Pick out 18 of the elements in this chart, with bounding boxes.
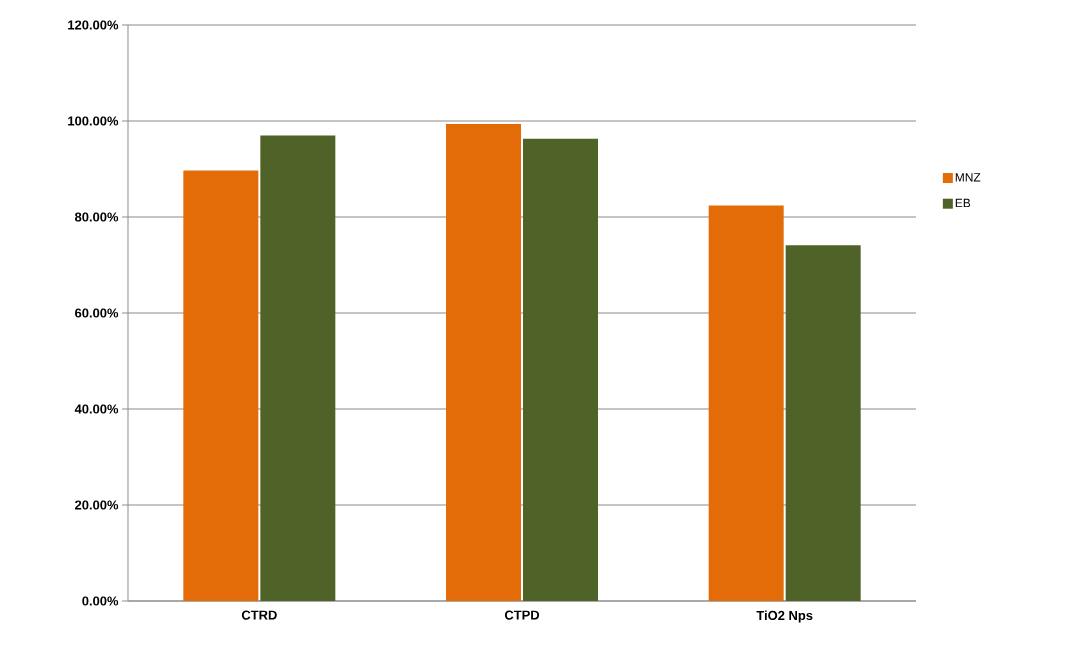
y-tick-label: 100.00% [68,116,119,126]
bar [708,205,784,601]
y-tick-label: 40.00% [74,404,119,414]
bar [446,123,522,601]
legend-label: MNZ [955,173,981,182]
x-tick-label: TiO2 Nps [756,610,813,623]
y-tick-label: 60.00% [75,308,119,318]
y-tick-label: 20.00% [75,500,119,510]
legend-label: EB [955,198,971,208]
y-tick-label: 0.00% [82,596,119,606]
bar [785,245,861,601]
bar [260,135,336,601]
y-tick-label: 120.00% [68,20,119,30]
bar [183,170,259,601]
x-tick-label: CTPD [504,610,540,620]
y-tick-label: 80.00% [74,212,119,222]
bar [523,138,598,601]
x-tick-label: CTRD [241,610,277,620]
